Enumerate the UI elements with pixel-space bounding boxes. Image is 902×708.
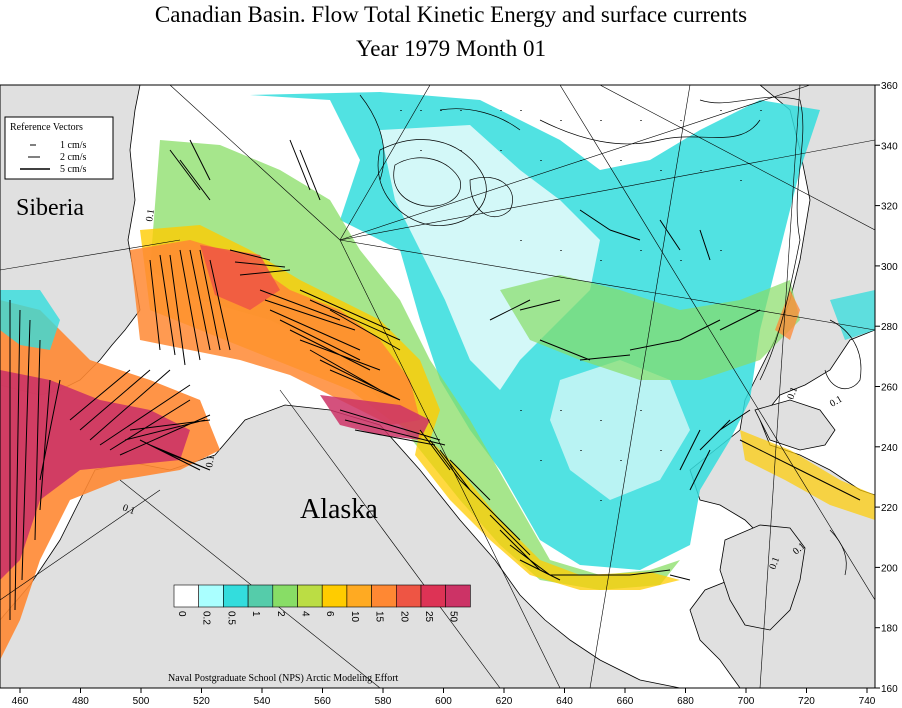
current-vectors <box>9 139 861 620</box>
legend-label: 1 <box>250 611 261 617</box>
x-tick-label: 700 <box>738 696 755 707</box>
reference-vectors-box: Reference Vectors 1 cm/s 2 cm/s 5 cm/s <box>4 116 114 180</box>
contour-label: 0.1 <box>828 394 844 410</box>
legend-label: 10 <box>349 611 360 623</box>
x-tick-label: 560 <box>314 696 331 707</box>
contour-label-group: 0.1 0.1 0.1 0.1 0.1 0.1 0.1 <box>121 208 844 571</box>
x-tick-label: 680 <box>677 696 694 707</box>
legend-swatch <box>198 584 224 608</box>
x-tick-label: 740 <box>859 696 876 707</box>
x-tick-label: 540 <box>254 696 271 707</box>
map-grid <box>0 85 875 688</box>
legend-swatch <box>173 584 200 608</box>
y-tick-label: 300 <box>881 262 898 273</box>
legend-swatch <box>247 584 274 608</box>
y-tick-label: 160 <box>881 684 898 695</box>
contour-label: 0.1 <box>204 454 217 468</box>
legend-label: 0.2 <box>201 611 212 625</box>
legend-label: 2 <box>275 611 286 617</box>
greenland-land <box>754 399 836 451</box>
x-tick-label: 520 <box>193 696 210 707</box>
x-tick-label: 460 <box>12 696 29 707</box>
y-axis: 360 340 320 300 280 260 240 220 200 180 160 <box>875 81 898 695</box>
color-legend: 0 0.2 0.5 1 2 4 6 10 15 20 25 50 <box>173 584 471 625</box>
legend-label: 4 <box>300 611 311 617</box>
credit-text: Naval Postgraduate School (NPS) Arctic M… <box>168 673 399 684</box>
energy-field <box>0 92 875 660</box>
reference-vector-2: 2 cm/s <box>60 152 86 163</box>
y-tick-label: 260 <box>881 383 898 394</box>
map-subtitle: Year 1979 Month 01 <box>356 36 546 61</box>
legend-label: 20 <box>398 611 409 623</box>
reference-vector-1: 1 cm/s <box>60 140 86 151</box>
map-content: 0.1 0.1 0.1 0.1 0.1 0.1 0.1 Siberia Alas… <box>0 85 875 688</box>
x-tick-label: 480 <box>72 696 89 707</box>
y-tick-label: 200 <box>881 563 898 574</box>
y-tick-label: 360 <box>881 81 898 92</box>
legend-label: 50 <box>448 611 459 623</box>
legend-swatch <box>371 584 397 608</box>
y-tick-label: 340 <box>881 141 898 152</box>
siberia-label: Siberia <box>16 195 84 221</box>
dot-vectors <box>400 110 762 501</box>
x-axis: 460 480 500 520 540 560 580 600 620 640 660 680 700 7… <box>12 688 876 707</box>
contour-label: 0.1 <box>767 556 782 572</box>
legend-label: 0 <box>176 611 187 617</box>
map-title: Canadian Basin. Flow Total Kinetic Energ… <box>154 2 748 27</box>
y-tick-label: 220 <box>881 503 898 514</box>
x-tick-label: 500 <box>133 696 150 707</box>
legend-swatch <box>445 584 471 608</box>
reference-vectors-title: Reference Vectors <box>10 122 83 133</box>
legend-swatch <box>395 584 422 608</box>
contour-label: 0.1 <box>785 386 800 402</box>
x-tick-label: 620 <box>496 696 513 707</box>
legend-swatch <box>297 584 323 608</box>
y-tick-label: 180 <box>881 624 898 635</box>
legend-swatch <box>223 584 249 608</box>
legend-label: 25 <box>423 611 434 623</box>
legend-swatch <box>346 584 372 608</box>
contour-lines <box>359 94 862 576</box>
legend-label: 6 <box>324 611 335 617</box>
legend-swatch <box>272 584 298 608</box>
x-tick-label: 640 <box>556 696 573 707</box>
legend-label: 15 <box>374 611 385 623</box>
contour-label: 0.1 <box>121 502 137 517</box>
reference-vector-5: 5 cm/s <box>60 164 86 175</box>
x-tick-label: 720 <box>798 696 815 707</box>
legend-label: 0.5 <box>225 611 236 625</box>
x-tick-label: 580 <box>375 696 392 707</box>
legend-swatch <box>321 584 348 608</box>
legend-swatch <box>420 584 447 608</box>
x-tick-label: 660 <box>617 696 634 707</box>
alaska-label: Alaska <box>300 494 378 525</box>
y-tick-label: 280 <box>881 322 898 333</box>
y-tick-label: 240 <box>881 443 898 454</box>
island-land <box>719 524 806 631</box>
contour-label: 0.1 <box>144 208 157 222</box>
y-tick-label: 320 <box>881 202 898 213</box>
x-tick-label: 600 <box>435 696 452 707</box>
